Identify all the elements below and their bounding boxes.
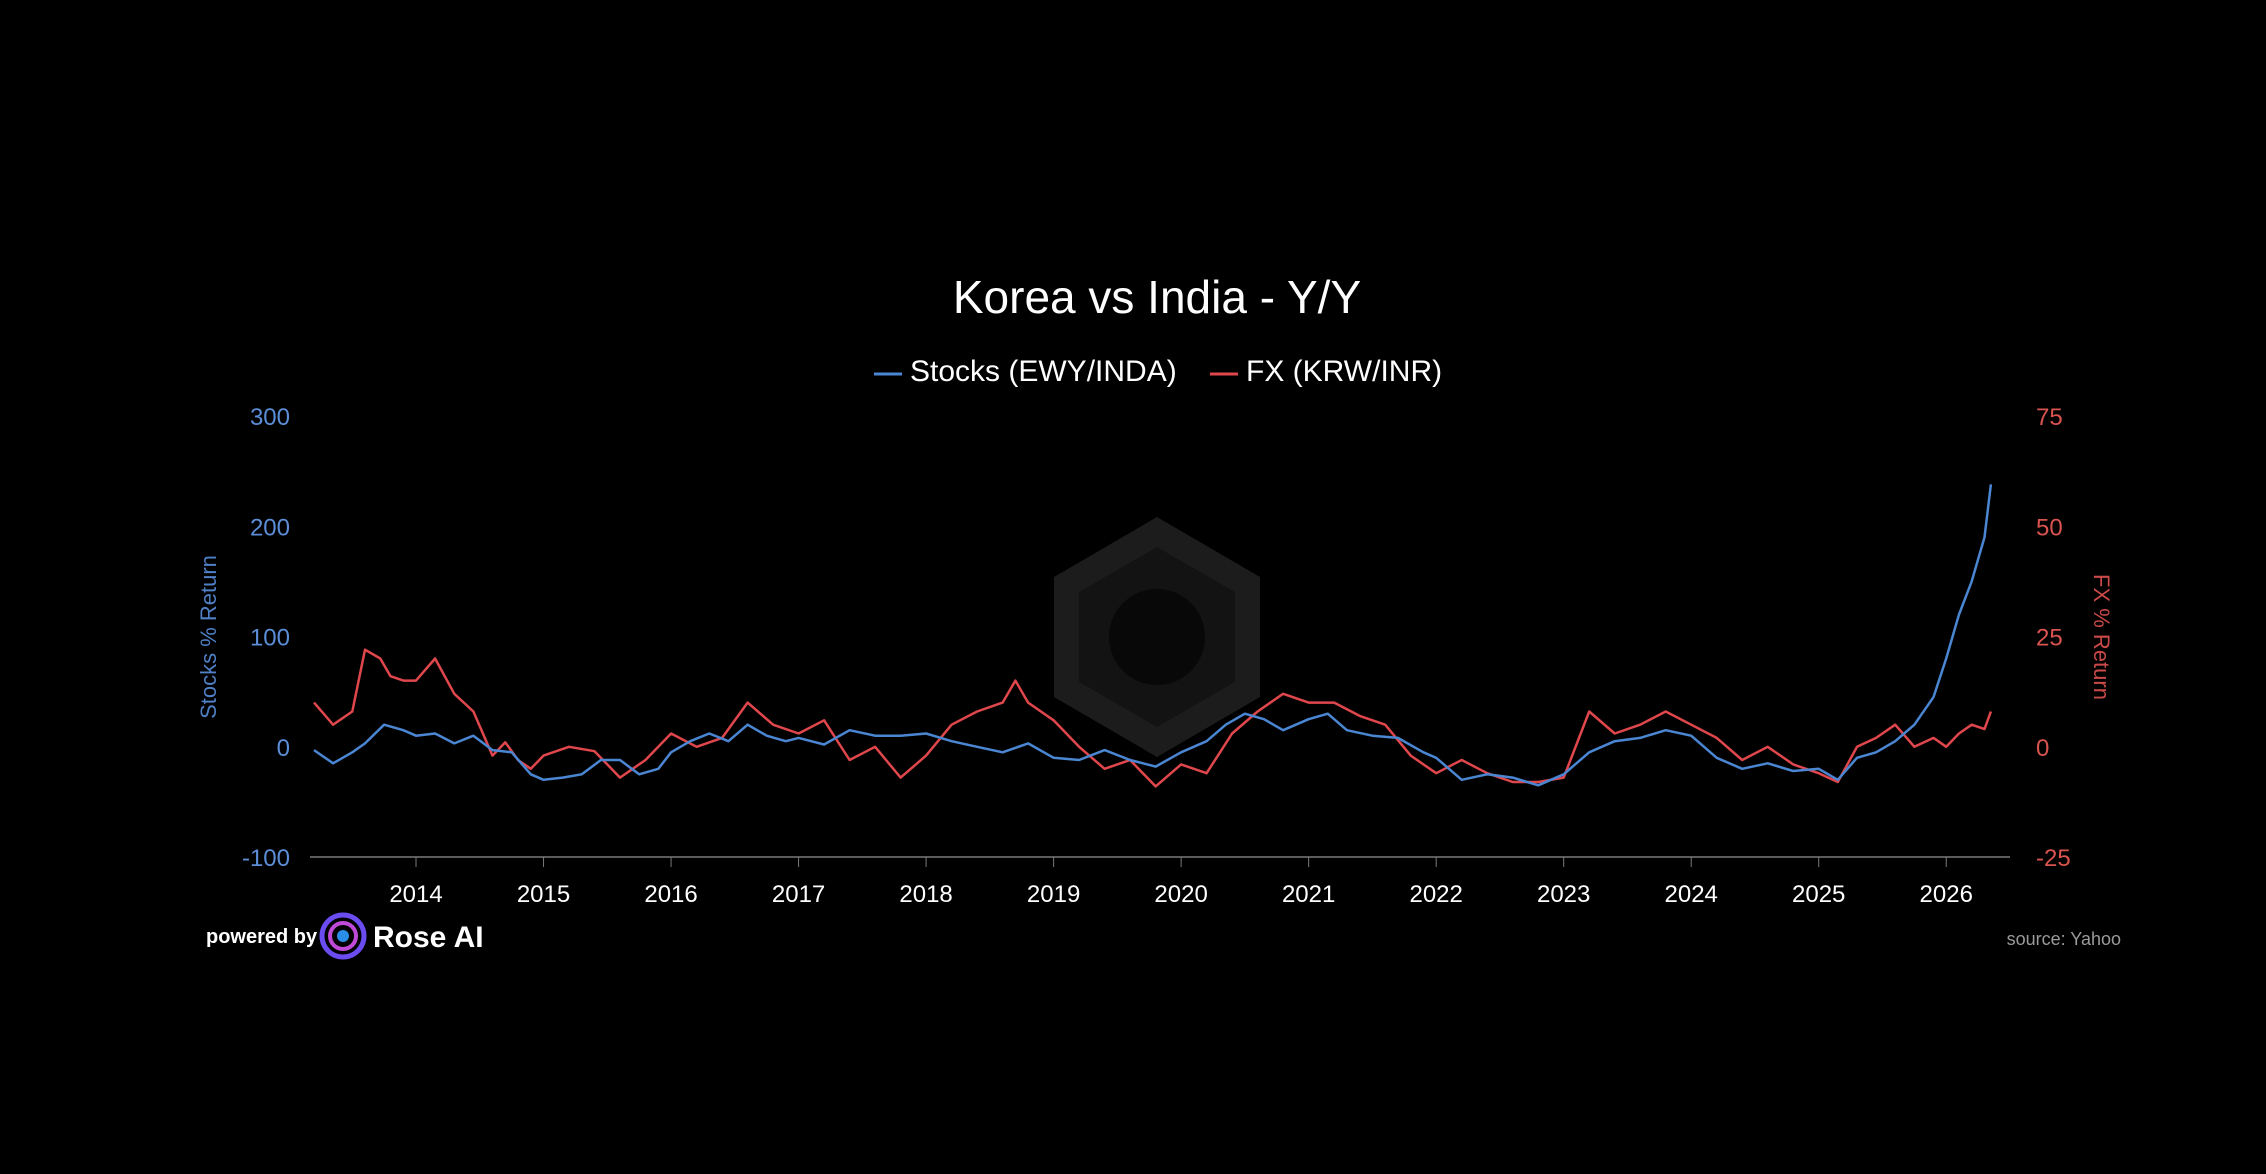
- x-tick-label: 2021: [1282, 881, 1335, 908]
- chart-title: Korea vs India - Y/Y: [953, 271, 1361, 323]
- x-tick-label: 2017: [772, 881, 825, 908]
- legend-label-fx[interactable]: FX (KRW/INR): [1246, 355, 1442, 388]
- right-y-tick-label: -25: [2036, 845, 2071, 872]
- right-axis-title: FX % Return: [2089, 574, 2114, 700]
- left-y-tick-label: 0: [277, 735, 290, 762]
- x-tick-label: 2014: [389, 881, 442, 908]
- left-y-tick-label: -100: [242, 845, 290, 872]
- x-tick-label: 2020: [1154, 881, 1207, 908]
- footer-branding: powered by Rose AI: [206, 912, 484, 960]
- rose-ai-logo-icon: [319, 912, 367, 960]
- brand-name[interactable]: Rose AI: [373, 921, 484, 954]
- source-label: source: Yahoo: [2007, 929, 2121, 949]
- right-y-axis: 75 50 25 0 -25: [2036, 404, 2071, 872]
- left-y-tick-label: 200: [250, 514, 290, 541]
- x-tick-label: 2019: [1027, 881, 1080, 908]
- powered-by-text: powered by: [206, 926, 318, 948]
- x-tick-label: 2023: [1537, 881, 1590, 908]
- left-y-axis: 300 200 100 0 -100: [242, 404, 290, 872]
- x-tick-label: 2024: [1665, 881, 1718, 908]
- x-tick-label: 2025: [1792, 881, 1845, 908]
- left-y-tick-label: 300: [250, 404, 290, 431]
- right-y-tick-label: 0: [2036, 735, 2049, 762]
- right-y-tick-label: 25: [2036, 625, 2063, 652]
- legend-label-stocks[interactable]: Stocks (EWY/INDA): [910, 355, 1177, 388]
- x-tick-label: 2018: [899, 881, 952, 908]
- watermark-logo: [1054, 517, 1260, 757]
- right-y-tick-label: 50: [2036, 514, 2063, 541]
- legend: Stocks (EWY/INDA) FX (KRW/INR): [874, 355, 1442, 388]
- x-tick-label: 2022: [1409, 881, 1462, 908]
- x-tick-label: 2026: [1920, 881, 1973, 908]
- series-layer: [313, 484, 1993, 788]
- right-y-tick-label: 75: [2036, 404, 2063, 431]
- x-tick-label: 2016: [644, 881, 697, 908]
- left-axis-title: Stocks % Return: [196, 555, 221, 719]
- series-line-stocks[interactable]: [313, 484, 1993, 787]
- x-tick-label: 2015: [517, 881, 570, 908]
- left-y-tick-label: 100: [250, 625, 290, 652]
- x-axis: 2014 2015 2016 2017 2018 2019 2020 2021 2022 2023…: [389, 857, 1973, 908]
